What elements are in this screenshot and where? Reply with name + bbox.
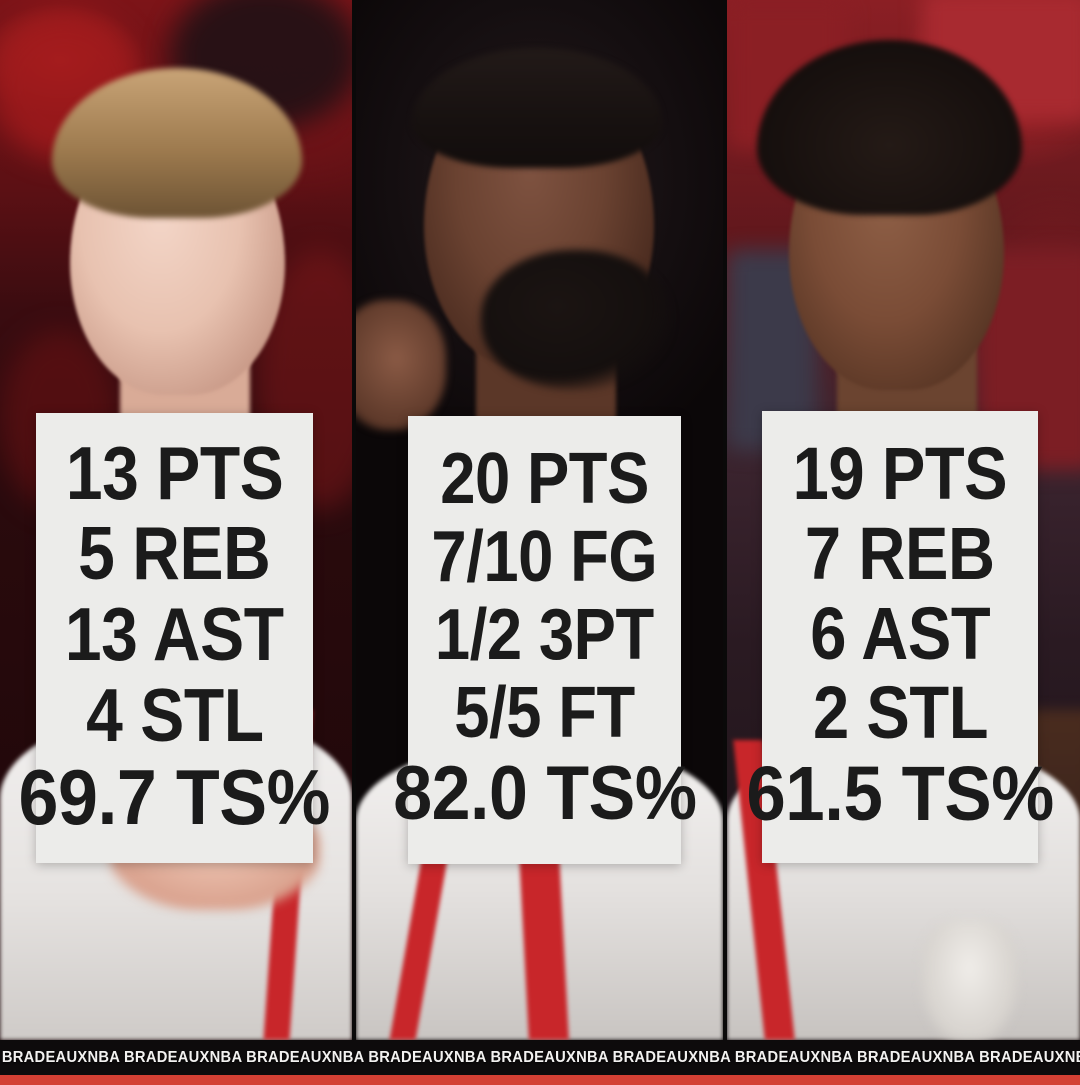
player-beard <box>481 250 672 390</box>
stat-line-stl: 4 STL <box>85 672 264 757</box>
bottom-accent-bar <box>0 1075 1080 1085</box>
stat-line-ts: 82.0 TS% <box>392 750 697 836</box>
stat-card-3: 19 PTS 7 REB 6 AST 2 STL 61.5 TS% <box>746 411 1054 863</box>
stat-card-2: 20 PTS 7/10 FG 1/2 3PT 5/5 FT 82.0 TS% <box>393 416 697 864</box>
stat-line-ft: 5/5 FT <box>454 672 635 753</box>
stat-line-stl: 2 STL <box>812 671 988 755</box>
stat-line-ts: 61.5 TS% <box>746 751 1054 838</box>
panel-row <box>0 0 1080 1040</box>
panel-divider-1 <box>352 0 357 1040</box>
panel-divider-2 <box>722 0 727 1040</box>
stat-line-fg: 7/10 FG <box>431 517 658 598</box>
watermark-band: BRADEAUXNBA BRADEAUXNBA BRADEAUXNBA BRAD… <box>0 1040 1080 1075</box>
player-hair <box>52 68 302 218</box>
stat-line-3pt: 1/2 3PT <box>435 595 654 676</box>
player-hair <box>412 48 663 168</box>
stat-line-pts: 20 PTS <box>440 439 649 520</box>
stat-line-ast: 13 AST <box>65 592 284 677</box>
player-hair <box>756 40 1022 215</box>
player-hand <box>356 300 447 430</box>
stat-line-pts: 13 PTS <box>65 430 284 515</box>
stat-line-reb: 5 REB <box>78 511 271 596</box>
stat-line-pts: 19 PTS <box>792 432 1008 516</box>
stat-line-ts: 69.7 TS% <box>18 752 331 841</box>
watermark-text: BRADEAUXNBA BRADEAUXNBA BRADEAUXNBA BRAD… <box>1 1048 1080 1066</box>
background-player-arm <box>921 920 1017 1040</box>
stat-line-reb: 7 REB <box>805 511 995 595</box>
stat-line-ast: 6 AST <box>810 591 990 675</box>
stat-card-1: 13 PTS 5 REB 13 AST 4 STL 69.7 TS% <box>19 413 331 863</box>
